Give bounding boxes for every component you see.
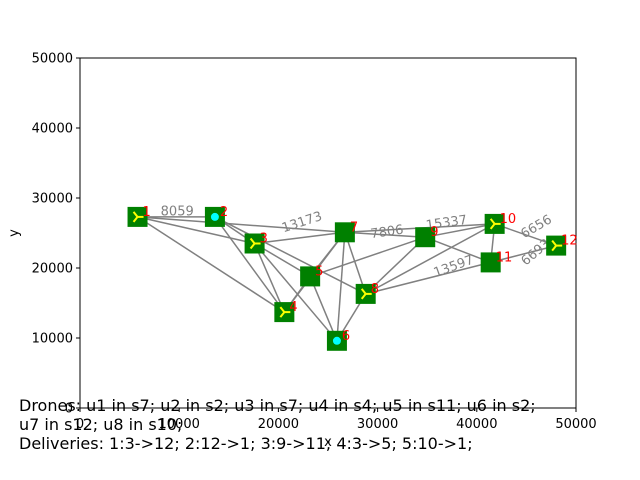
edge-11-12 — [490, 244, 557, 264]
edge-7-9 — [344, 231, 426, 238]
edge-weight-label: 7806 — [370, 223, 405, 242]
x-tick-label: 40000 — [456, 417, 497, 432]
station-id-label: 2 — [220, 205, 228, 220]
edge-weight-label: 15337 — [425, 213, 468, 234]
y-tick-label: 20000 — [32, 262, 73, 277]
edge-9-11 — [424, 236, 491, 264]
drone-tri-marker — [360, 288, 372, 300]
station-id-label: 4 — [289, 300, 297, 315]
x-tick-label: 50000 — [555, 417, 596, 432]
station-id-label: 1 — [143, 205, 151, 220]
station-node-11 — [480, 252, 501, 273]
edge-5-6 — [309, 276, 338, 342]
package-dot-marker — [332, 336, 341, 345]
station-id-label: 5 — [315, 264, 323, 279]
drone-tri-marker — [279, 306, 291, 318]
y-tick-label: 30000 — [32, 192, 73, 207]
edge-1-4 — [137, 216, 285, 313]
y-tick-label: 50000 — [32, 52, 73, 67]
caption-drones-line-2: u7 in s12; u8 in s10; — [19, 415, 183, 434]
station-node-9 — [415, 227, 436, 248]
x-axis-label: x — [324, 435, 332, 450]
package-dot-marker — [210, 212, 219, 221]
station-id-label: 10 — [500, 212, 517, 227]
x-tick-label: 30000 — [357, 417, 398, 432]
station-node-5 — [300, 266, 321, 287]
drone-tri-marker — [249, 237, 261, 250]
station-id-label: 3 — [260, 232, 268, 247]
station-id-label: 11 — [496, 250, 513, 265]
x-tick-label: 0 — [76, 417, 84, 432]
x-tick-label: 10000 — [159, 417, 200, 432]
edge-8-11 — [365, 261, 491, 295]
y-tick-label: 40000 — [32, 122, 73, 137]
edge-9-10 — [425, 223, 495, 238]
caption: Drones: u1 in s7; u2 in s2; u3 in s7; u4… — [19, 396, 536, 453]
drone-tri-marker — [489, 218, 501, 230]
x-tick-label: 20000 — [258, 417, 299, 432]
edge-3-7 — [254, 231, 345, 245]
y-axis-label: y — [7, 229, 22, 237]
station-node-7 — [334, 222, 355, 243]
drone-tri-marker — [132, 211, 144, 223]
edge-1-3 — [137, 216, 255, 245]
drone-tri-marker — [551, 239, 563, 252]
edge-2-4 — [214, 216, 285, 313]
y-tick-label: 0 — [65, 402, 73, 417]
edge-3-6 — [254, 243, 338, 342]
edge-5-9 — [309, 236, 426, 278]
axes-layer: 0 10000 20000 30000 40000 50000 0 10000 20000 300… — [32, 52, 597, 433]
edge-8-10 — [365, 223, 496, 295]
edge-6-7 — [336, 232, 346, 341]
station-id-label: 12 — [561, 234, 578, 249]
station-id-label: 8 — [371, 282, 379, 297]
edge-3-4 — [253, 243, 286, 313]
station-id-label: 6 — [342, 329, 350, 344]
y-tick-label: 10000 — [32, 332, 73, 347]
station-id-label: 7 — [350, 220, 358, 235]
caption-drones-line-1: Drones: u1 in s7; u2 in s2; u3 in s7; u4… — [19, 396, 536, 415]
edge-7-8 — [344, 232, 367, 295]
caption-deliveries: Deliveries: 1:3->12; 2:12->1; 3:9->11; 4… — [19, 434, 473, 453]
edge-1-7 — [137, 216, 345, 234]
edge-weight-label: 8059 — [161, 205, 194, 220]
station-id-label: 9 — [430, 225, 438, 240]
edge-10-12 — [494, 223, 557, 247]
